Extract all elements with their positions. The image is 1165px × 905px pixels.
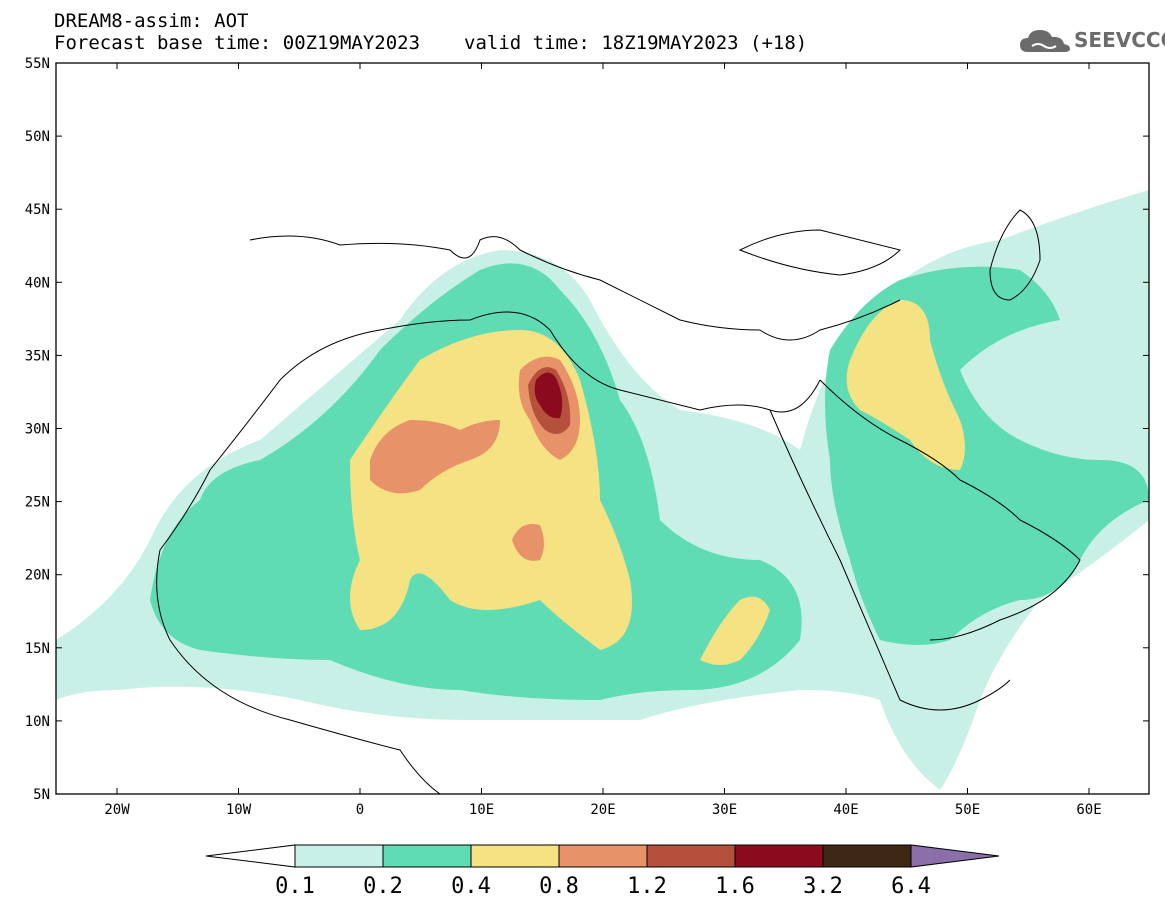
lon-label: 30E [712, 802, 737, 818]
aot-band-0.8-chad [512, 524, 544, 561]
coast-north-africa [209, 311, 821, 471]
forecast-base-time: Forecast base time: 00Z19MAY2023 [54, 32, 421, 54]
colorbar-label: 0.1 [275, 874, 315, 899]
aot-band-1.6 [534, 372, 563, 419]
colorbar-box [822, 844, 912, 868]
lon-label: 40E [833, 802, 858, 818]
colorbar-label: 1.2 [627, 874, 667, 899]
aot-field [56, 190, 1149, 790]
colorbar: 0.1 0.2 0.4 0.8 1.2 1.6 3.2 6.4 [205, 844, 1000, 899]
coast-west-africa [156, 469, 441, 794]
lon-label: 10W [226, 802, 252, 818]
valid-time: valid time: 18Z19MAY2023 (+18) [464, 32, 808, 54]
lon-label: 20E [590, 802, 615, 818]
lat-label: 10N [25, 714, 50, 730]
lat-label: 45N [25, 202, 50, 218]
cloud-logo-icon [1020, 30, 1070, 52]
colorbar-box [646, 844, 736, 868]
lat-label: 25N [25, 495, 50, 511]
lat-label: 50N [25, 129, 50, 145]
coast-arabia [819, 379, 1081, 641]
colorbar-over-triangle [910, 844, 1000, 868]
map-subtitle: Forecast base time: 00Z19MAY2023 valid ti… [54, 32, 807, 54]
lat-label: 15N [25, 641, 50, 657]
lon-label: 50E [955, 802, 980, 818]
coast-black-sea [738, 229, 901, 276]
colorbar-box [470, 844, 560, 868]
colorbar-label: 0.2 [363, 874, 403, 899]
aot-band-0.4-sudan [700, 596, 770, 665]
colorbar-label: 0.8 [539, 874, 579, 899]
lat-label: 20N [25, 568, 50, 584]
lon-label: 10E [469, 802, 494, 818]
colorbar-label: 3.2 [803, 874, 843, 899]
colorbar-under-triangle [205, 844, 296, 868]
lat-label: 55N [25, 56, 50, 72]
lat-label: 5N [33, 787, 50, 803]
seevccc-logo: SEEVCCC [1018, 24, 1165, 58]
lon-label: 60E [1076, 802, 1101, 818]
lat-label: 35N [25, 348, 50, 364]
lon-label: 20W [104, 802, 130, 818]
aot-band-0.8 [370, 420, 500, 494]
colorbar-label: 6.4 [891, 874, 931, 899]
colorbar-box [734, 844, 824, 868]
logo-text: SEEVCCC [1074, 28, 1165, 52]
aot-band-0.4-iraq [846, 300, 965, 470]
lon-label: 0 [356, 802, 364, 818]
coastlines [156, 209, 1081, 794]
coast-europe-south [249, 235, 901, 341]
colorbar-box [294, 844, 384, 868]
lat-label: 40N [25, 275, 50, 291]
map-title: DREAM8-assim: AOT [54, 10, 249, 32]
colorbar-label: 0.4 [451, 874, 491, 899]
coast-red-sea [769, 409, 1011, 711]
lat-label: 30N [25, 422, 50, 438]
colorbar-label: 1.6 [715, 874, 755, 899]
colorbar-box [558, 844, 648, 868]
colorbar-box [382, 844, 472, 868]
coast-caspian [989, 209, 1041, 301]
map-axes: 55N 50N 45N 40N 35N 30N 25N 20N 15N 10N 5N 20W 10W 0 1… [25, 56, 1149, 818]
